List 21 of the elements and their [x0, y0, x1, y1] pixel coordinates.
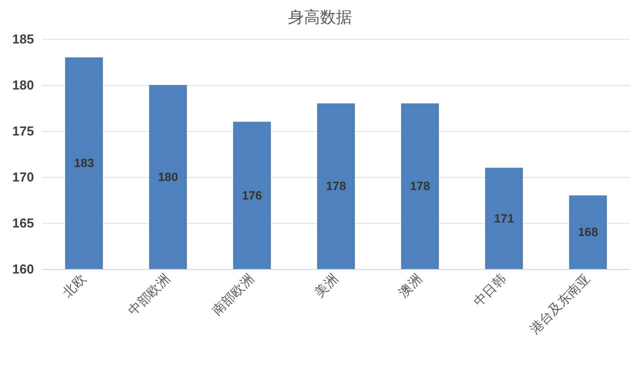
x-tick-label: 美洲 — [312, 270, 342, 301]
data-label: 183 — [74, 156, 94, 170]
data-label: 168 — [578, 225, 598, 240]
y-tick-label: 170 — [12, 170, 34, 184]
y-tick-label: 160 — [12, 262, 34, 276]
x-tick-label: 港台及东南亚 — [528, 272, 594, 338]
data-label: 180 — [158, 170, 178, 184]
y-tick-label: 185 — [12, 32, 34, 46]
x-tick-label: 中部欧洲 — [126, 272, 174, 320]
data-label: 171 — [494, 211, 514, 226]
y-tick-label: 165 — [12, 216, 34, 230]
y-tick-label: 180 — [12, 78, 34, 92]
data-label: 178 — [410, 179, 430, 194]
x-tick-label: 澳洲 — [396, 272, 426, 301]
data-label: 176 — [242, 188, 262, 202]
y-tick-label: 175 — [12, 124, 34, 138]
data-label: 178 — [326, 179, 346, 194]
x-tick-label: 南部欧洲 — [210, 272, 258, 320]
chart-title: 身高数据 — [288, 8, 352, 26]
x-tick-label: 北欧 — [60, 272, 90, 301]
x-tick-label: 中日韩 — [471, 272, 510, 310]
